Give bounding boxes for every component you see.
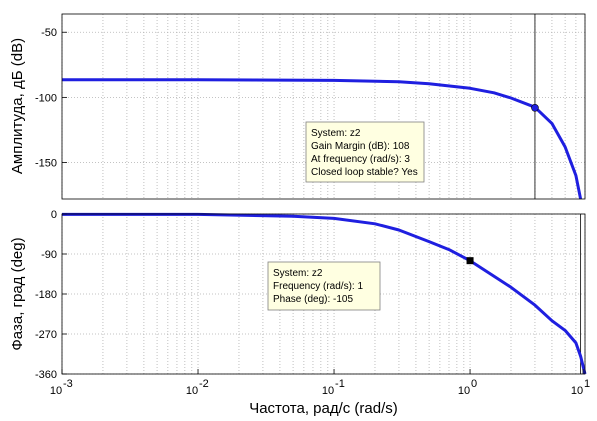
y-tick-label: -100 xyxy=(35,92,57,104)
y-axis-label: Амплитуда, дБ (dB) xyxy=(9,38,26,174)
datatip-line: Closed loop stable? Yes xyxy=(311,167,418,178)
axes-frame xyxy=(61,13,586,200)
marker-layer xyxy=(466,104,539,265)
datatip-box xyxy=(267,261,381,311)
x-tick-label: 10 xyxy=(186,385,198,397)
datatip-line: System: z2 xyxy=(273,268,323,279)
x-axis-label: Частота, рад/с (rad/s) xyxy=(249,400,398,417)
y-tick-label: -50 xyxy=(41,27,57,39)
y-tick-label: -180 xyxy=(35,289,57,301)
x-tick-label: 10 xyxy=(322,385,334,397)
datatip-line: At frequency (rad/s): 3 xyxy=(311,154,410,165)
x-tick-exponent: 0 xyxy=(471,378,477,390)
x-tick-label: 10 xyxy=(571,385,583,397)
magnitude-series-line xyxy=(62,78,583,200)
datatip-layer: System: z2 Gain Margin (dB): 108 At freque… xyxy=(267,121,425,311)
y-tick-label: -90 xyxy=(41,249,57,261)
y-axis-label: Фаза, град (deg) xyxy=(9,237,26,350)
datatip-line: Frequency (rad/s): 1 xyxy=(273,281,363,292)
y-tick-label: -360 xyxy=(35,369,57,381)
y-tick-label: -270 xyxy=(35,329,57,341)
x-tick-label: 10 xyxy=(50,385,62,397)
y-tick-label: -150 xyxy=(35,158,57,170)
x-tick-exponent: -3 xyxy=(63,378,73,390)
x-tick-label: 10 xyxy=(458,385,470,397)
gain-margin-marker xyxy=(531,104,539,112)
y-tick-label: 0 xyxy=(51,209,57,221)
x-tick-exponent: -1 xyxy=(335,378,345,390)
datatip-box xyxy=(305,121,425,183)
x-tick-exponent: 1 xyxy=(584,378,590,390)
axes-layer: -50 -100 -150 Амплитуда, дБ (dB) 0 -90 -180 -27… xyxy=(9,13,590,397)
datatip-line: Gain Margin (dB): 108 xyxy=(311,141,410,152)
x-tick-exponent: -2 xyxy=(199,378,209,390)
datatip-line: Phase (deg): -105 xyxy=(273,294,353,305)
datatip-marker xyxy=(466,257,474,265)
datatip-line: System: z2 xyxy=(311,128,361,139)
